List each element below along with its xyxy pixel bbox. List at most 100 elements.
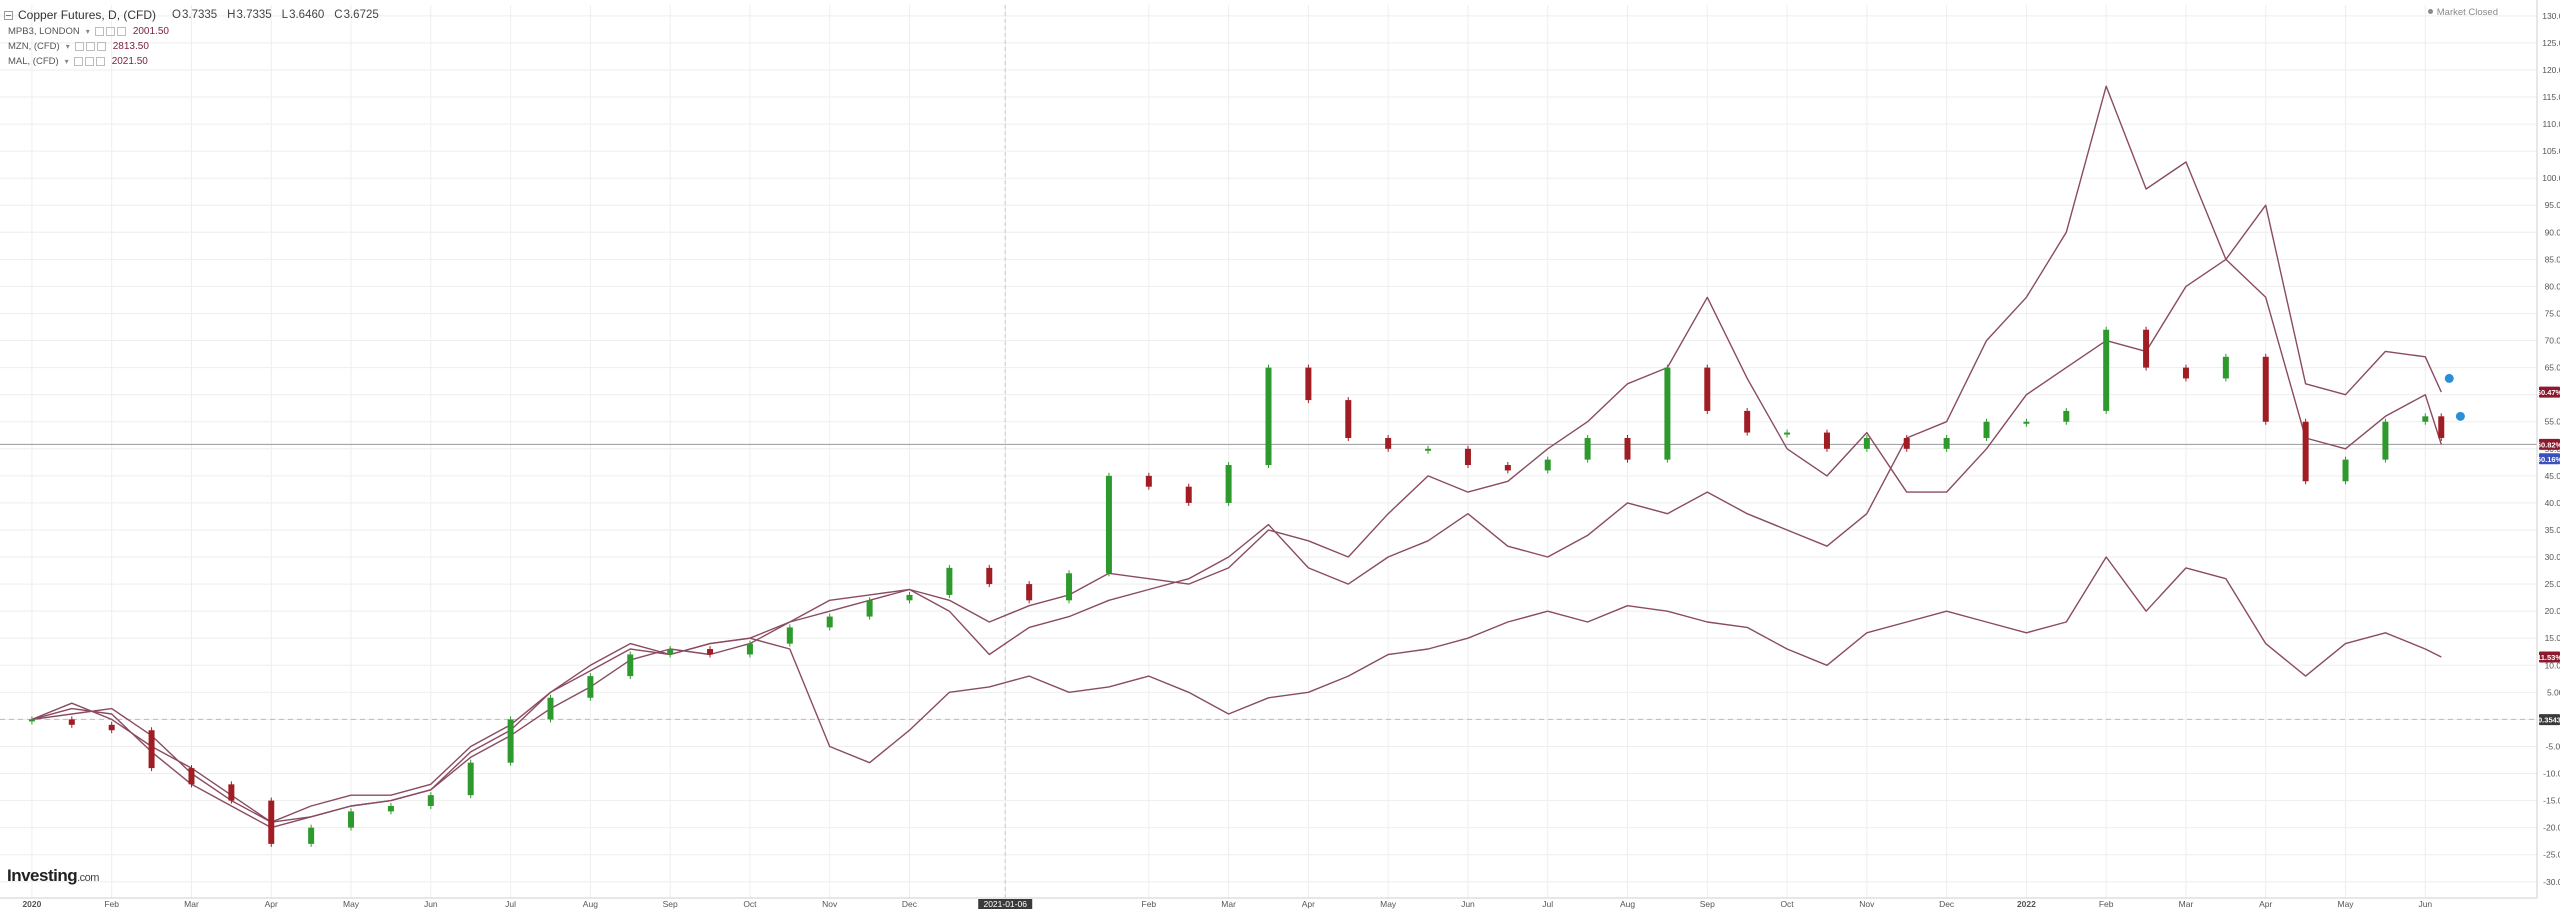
x-tick-label: Apr bbox=[2259, 899, 2272, 909]
candle-body bbox=[2302, 421, 2309, 482]
y-tick-label: 25.00% bbox=[2545, 579, 2560, 589]
value-badge-label: 50.82% bbox=[2537, 440, 2560, 449]
x-tick-label: May bbox=[343, 899, 360, 909]
eye-icon[interactable] bbox=[94, 27, 104, 36]
candle-body bbox=[786, 627, 793, 644]
y-tick-label: 15.00% bbox=[2545, 633, 2560, 643]
candle-body bbox=[1704, 367, 1711, 411]
close-icon[interactable] bbox=[96, 42, 106, 51]
x-tick-label: Nov bbox=[822, 899, 838, 909]
chevron-down-icon[interactable]: ▾ bbox=[65, 42, 70, 51]
x-tick-label: Apr bbox=[265, 899, 278, 909]
chart-legend: Copper Futures, D, (CFD) O3.7335 H3.7335… bbox=[4, 6, 389, 69]
open-value: O3.7335 bbox=[172, 9, 218, 21]
candle-body bbox=[2438, 416, 2445, 438]
x-tick-label: Jul bbox=[1542, 899, 1553, 909]
close-icon[interactable] bbox=[95, 57, 105, 66]
settings-icon[interactable] bbox=[105, 27, 115, 36]
value-badge bbox=[2539, 651, 2560, 663]
candle-body bbox=[1624, 437, 1631, 460]
chart-title: Copper Futures, D, (CFD) bbox=[18, 8, 157, 22]
candle-body bbox=[1664, 367, 1671, 460]
comparison-lines bbox=[31, 85, 2442, 829]
candle-body bbox=[1305, 367, 1312, 401]
x-tick-label: 2020 bbox=[22, 899, 41, 909]
symbol-value: 2021.50 bbox=[111, 56, 148, 67]
y-tick-label: 90.00% bbox=[2545, 227, 2560, 237]
candle-body bbox=[2063, 410, 2070, 422]
chevron-down-icon[interactable]: ▾ bbox=[64, 57, 69, 66]
y-tick-label: 55.00% bbox=[2545, 417, 2560, 427]
legend-symbol-row[interactable]: MPB3, LONDON ▾ 2001.50 bbox=[4, 24, 389, 39]
candle-body bbox=[1544, 459, 1551, 471]
candle-body bbox=[1744, 410, 1751, 433]
x-tick-label: Feb bbox=[2099, 899, 2114, 909]
y-tick-label: -30.00% bbox=[2543, 877, 2560, 887]
y-tick-label: 5.00% bbox=[2547, 687, 2560, 697]
x-tick-label: Aug bbox=[1620, 899, 1635, 909]
candle-body bbox=[1385, 437, 1392, 449]
collapse-legend-icon[interactable] bbox=[4, 10, 13, 20]
legend-symbol-row[interactable]: MZN, (CFD) ▾ 2813.50 bbox=[4, 39, 389, 54]
candle-body bbox=[28, 719, 35, 722]
candle-body bbox=[228, 784, 235, 801]
value-badge-label: 50.16% bbox=[2537, 455, 2560, 464]
y-tick-label: 120.00% bbox=[2542, 65, 2560, 75]
y-tick-label: 115.00% bbox=[2543, 92, 2560, 102]
y-tick-label: 70.00% bbox=[2545, 336, 2560, 346]
close-icon[interactable] bbox=[116, 27, 126, 36]
close-value: C3.6725 bbox=[334, 9, 379, 21]
candle-body bbox=[1425, 448, 1432, 451]
y-tick-label: 20.00% bbox=[2545, 606, 2560, 616]
candle-body bbox=[2342, 459, 2349, 482]
settings-icon[interactable] bbox=[85, 42, 95, 51]
event-marker-icon bbox=[2443, 372, 2455, 384]
y-tick-label: 105.00% bbox=[2542, 146, 2560, 156]
price-badges: 60.47% 50.82% 50.16% 11.53% 0.3543 bbox=[2443, 372, 2560, 726]
candle-body bbox=[906, 594, 913, 601]
low-value: L3.6460 bbox=[281, 9, 325, 21]
series-line bbox=[31, 258, 2442, 823]
value-badge bbox=[2539, 438, 2560, 450]
candle-body bbox=[1504, 465, 1511, 471]
y-tick-label: 130.00% bbox=[2542, 11, 2560, 21]
candle-body bbox=[1983, 421, 1990, 438]
y-tick-label: 95.00% bbox=[2545, 200, 2560, 210]
candle-body bbox=[946, 567, 953, 595]
crosshair-date-badge bbox=[978, 899, 1033, 909]
crosshair-date-label: 2021-01-06 bbox=[983, 899, 1027, 909]
candle-body bbox=[108, 724, 115, 731]
y-tick-label: 45.00% bbox=[2545, 471, 2560, 481]
value-badge-label: 11.53% bbox=[2537, 653, 2560, 662]
candle-body bbox=[866, 600, 873, 617]
settings-icon[interactable] bbox=[84, 57, 94, 66]
candle-body bbox=[707, 649, 714, 655]
x-tick-label: Jul bbox=[505, 899, 516, 909]
symbol-name: MAL, (CFD) bbox=[8, 56, 59, 67]
value-badge bbox=[2539, 453, 2560, 465]
candle-body bbox=[587, 676, 594, 698]
candle-body bbox=[148, 730, 155, 769]
candle-body bbox=[1185, 486, 1192, 503]
y-tick-label: 110.00% bbox=[2543, 119, 2560, 129]
eye-icon[interactable] bbox=[73, 57, 83, 66]
candle-body bbox=[387, 805, 394, 812]
y-tick-label: 125.00% bbox=[2542, 38, 2560, 48]
candle-body bbox=[2222, 356, 2229, 379]
chevron-down-icon[interactable]: ▾ bbox=[85, 27, 90, 36]
candle-body bbox=[2262, 356, 2269, 422]
candle-body bbox=[2103, 329, 2110, 411]
eye-icon[interactable] bbox=[74, 42, 84, 51]
status-dot-icon bbox=[2427, 9, 2433, 14]
y-tick-label: -5.00% bbox=[2546, 741, 2560, 751]
candle-body bbox=[2182, 367, 2189, 379]
candle-body bbox=[1584, 437, 1591, 460]
y-tick-label: 35.00% bbox=[2545, 525, 2560, 535]
y-tick-label: 40.00% bbox=[2545, 498, 2560, 508]
candle-body bbox=[68, 719, 75, 725]
legend-symbol-row[interactable]: MAL, (CFD) ▾ 2021.50 bbox=[4, 54, 389, 69]
candle-body bbox=[1903, 437, 1910, 449]
symbol-value: 2001.50 bbox=[132, 26, 169, 37]
